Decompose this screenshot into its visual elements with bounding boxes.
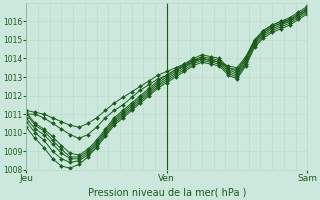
X-axis label: Pression niveau de la mer( hPa ): Pression niveau de la mer( hPa ) bbox=[88, 187, 246, 197]
